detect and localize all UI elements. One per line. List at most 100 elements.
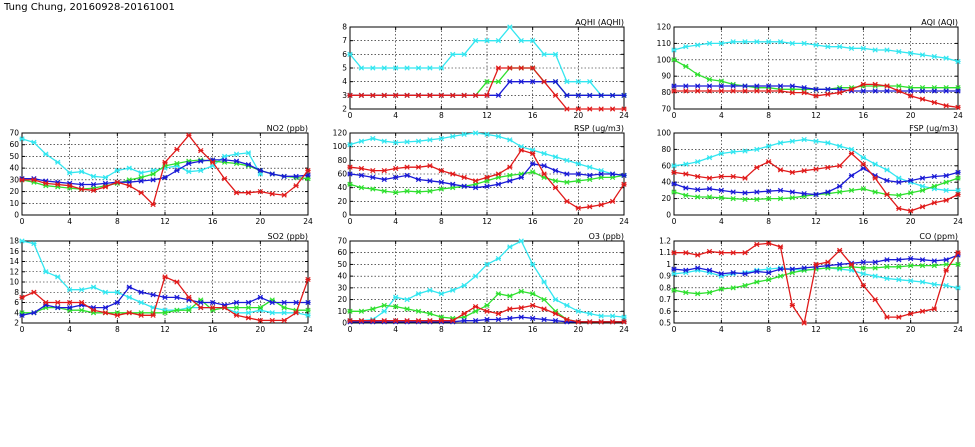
rsp-series-red-point [358, 165, 365, 172]
so2-series-blue-point [126, 284, 132, 290]
aqhi-xtick-label: 4 [393, 111, 398, 120]
o3-ytick-label: 30 [337, 283, 347, 292]
fsp-series-red-point [919, 204, 926, 210]
fsp-series-cyan-point [766, 143, 772, 149]
no2-series-cyan-point [114, 167, 120, 174]
rsp-series-blue-point [415, 176, 422, 183]
fsp-series-green-point [766, 195, 772, 202]
fsp-series-cyan-point [837, 143, 843, 149]
no2-series-red-point [305, 167, 311, 174]
rsp-series-blue-point [495, 181, 502, 187]
no2-series-red-point [150, 201, 156, 208]
no2-series-cyan-point [138, 170, 144, 176]
co-series-green-point [896, 264, 902, 270]
so2-series-red-point [114, 312, 120, 318]
fsp-series-cyan-point [860, 154, 866, 161]
aqi-series-cyan-point [931, 53, 937, 60]
co-series-blue-point [706, 267, 713, 273]
so2-ytick-label: 8 [14, 288, 19, 297]
so2-ytick-label: 10 [9, 278, 19, 287]
fsp-series-blue-point [825, 189, 831, 195]
fsp-series-red-point [943, 197, 949, 203]
no2-series-red-point [126, 183, 132, 189]
co-series-blue-point [908, 255, 914, 262]
o3-series-green-point [427, 311, 433, 317]
o3-series-green-point [404, 306, 410, 312]
no2-series-red-point [78, 186, 85, 192]
fsp-series-red-point [837, 163, 843, 169]
no2-xtick-label: 8 [115, 217, 120, 226]
so2-series-cyan-point [245, 310, 252, 316]
aqi-series-cyan-point [730, 39, 736, 45]
no2-series-red-line [22, 134, 309, 206]
so2-series-red-point [174, 279, 180, 285]
aqhi-series-red-point [484, 92, 490, 98]
so2-series-blue-point [138, 289, 144, 295]
aqi-xtick-label: 8 [766, 111, 771, 120]
aqhi-series-red-point [530, 65, 536, 71]
o3-xtick-label: 12 [482, 325, 492, 334]
aqi-xtick-label: 12 [811, 111, 821, 120]
fsp-series-red-point [872, 175, 878, 181]
so2-series-blue-point [102, 305, 109, 311]
aqi-series-red-point [766, 88, 772, 94]
o3-series-blue-point [552, 318, 559, 324]
rsp-series-blue-point [484, 183, 490, 189]
o3-title: O3 (ppb) [589, 232, 624, 241]
so2-series-cyan-point [114, 289, 120, 295]
co-plot: CO (ppm) 0 4 8 12 16 20 24 0.5 0.6 0.7 0.8 0.9 1 1.1 1.… [659, 232, 963, 334]
aqi-series-blue-point [695, 83, 701, 89]
so2-series-blue-point [55, 305, 61, 311]
rsp-series-red-point [518, 147, 524, 153]
aqi-xtick-label: 16 [859, 111, 869, 120]
fsp-series-red-point [813, 166, 819, 172]
no2-xtick-label: 4 [67, 217, 72, 226]
fsp-series-blue-point [955, 169, 961, 175]
o3-xtick-label: 20 [574, 325, 584, 334]
co-series-red-point [671, 250, 677, 256]
no2-series-red-point [55, 181, 61, 188]
co-series-cyan-point [872, 273, 878, 279]
no2-series-blue-point [305, 172, 311, 178]
fsp-xtick-label: 24 [953, 217, 963, 226]
aqi-series-green-point [718, 78, 724, 84]
so2-xtick-label: 0 [20, 325, 25, 334]
rsp-series-cyan-point [587, 164, 593, 170]
aqhi-series-cyan-point [564, 79, 570, 85]
no2-series-red-point [19, 177, 25, 183]
rsp-series-green-point [370, 186, 376, 192]
no2-series-blue-point [269, 171, 275, 177]
aqhi-series-cyan-point [484, 38, 490, 44]
co-series-red-point [943, 267, 949, 273]
aqhi-series-blue-point [575, 92, 581, 98]
no2-series-red-point [31, 177, 37, 183]
o3-series-red-point [393, 318, 399, 324]
rsp-series-red-point [381, 167, 387, 174]
fsp-series-cyan-point [813, 138, 819, 144]
rsp-series-blue-point [609, 171, 616, 177]
aqi-series-blue-point [801, 85, 807, 91]
rsp-series-red-point [552, 185, 559, 191]
so2-series-red-point [126, 310, 132, 316]
co-series-cyan-point [860, 271, 866, 277]
fsp-series-red-point [766, 159, 772, 165]
o3-series-red-point [370, 318, 376, 324]
fsp-series-blue-point [801, 191, 807, 197]
aqhi-series-cyan-point [575, 79, 581, 85]
aqhi-series-red-point [609, 106, 616, 112]
o3-series-cyan-point [587, 311, 593, 317]
aqi-series-blue-point [671, 83, 677, 89]
aqi-series-cyan-point [813, 42, 819, 48]
aqhi-series-cyan-point [472, 38, 479, 44]
fsp-series-cyan-point [801, 136, 807, 143]
o3-series-red-point [495, 311, 502, 317]
aqhi-ytick-label: 5 [342, 64, 347, 73]
co-series-cyan-point [884, 275, 890, 282]
fsp-series-red-point [955, 191, 961, 198]
co-series-green-point [860, 265, 866, 271]
no2-series-cyan-point [43, 151, 49, 157]
fsp-chart: FSP (ug/m3) 0 4 8 12 16 20 24 0 20 40 60 80 100 [634, 124, 963, 228]
co-series-blue-point [789, 266, 795, 272]
co-title: CO (ppm) [919, 232, 958, 241]
